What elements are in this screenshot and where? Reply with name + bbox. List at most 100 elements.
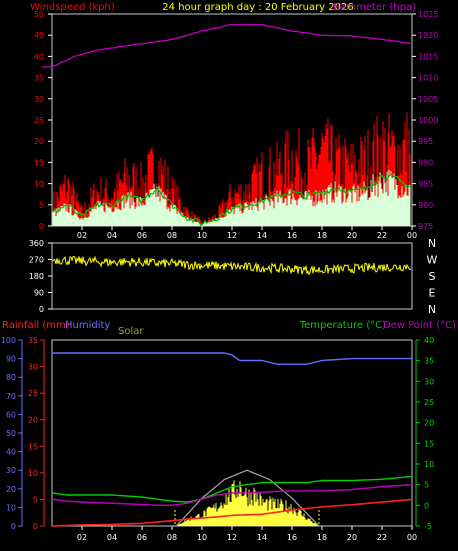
time-tick-label: 08: [167, 533, 177, 542]
temperature-tick-label: 40: [424, 336, 434, 345]
compass-label: E: [429, 287, 436, 300]
rain-temperature-panel: 010203040506070809010005101520253035-505…: [1, 336, 434, 542]
barometer-line: [41, 23, 413, 68]
average-wind-line: [52, 173, 412, 227]
graph-title: 24 hour graph day : 20 February 2026: [162, 2, 353, 13]
direction-tick-label: 360: [29, 239, 44, 248]
time-tick-label: 12: [227, 533, 237, 542]
humidity-tick-label: 20: [6, 485, 16, 494]
windspeed-tick-label: 20: [34, 137, 44, 146]
humidity-tick-label: 70: [6, 392, 16, 401]
direction-tick-label: 90: [34, 289, 44, 298]
rainfall-tick-label: 20: [28, 416, 38, 425]
rainfall-tick-label: 0: [33, 522, 38, 531]
barometer-tick-label: 1005: [418, 95, 438, 104]
time-tick-label: 00: [407, 533, 417, 542]
humidity-tick-label: 60: [6, 410, 16, 419]
rainfall-label: Rainfall (mm): [2, 320, 70, 331]
time-tick-label: 16: [287, 533, 297, 542]
time-tick-label: 22: [377, 231, 387, 240]
barometer-tick-label: 990: [418, 158, 433, 167]
temperature-tick-label: 10: [424, 460, 434, 469]
wind-direction-trace: [52, 255, 412, 276]
temperature-tick-label: 20: [424, 419, 434, 428]
barometer-tick-label: 995: [418, 137, 433, 146]
rainfall-tick-label: 30: [28, 363, 38, 372]
time-tick-label: 14: [257, 533, 267, 542]
time-tick-label: 18: [317, 231, 327, 240]
time-tick-label: 06: [137, 231, 147, 240]
time-tick-label: 22: [377, 533, 387, 542]
barometer-tick-label: 1025: [418, 10, 438, 19]
windspeed-tick-label: 15: [34, 158, 44, 167]
barometer-tick-label: 1020: [418, 31, 438, 40]
barometer-tick-label: 980: [418, 201, 433, 210]
humidity-tick-label: 10: [6, 503, 16, 512]
time-tick-label: 00: [407, 231, 417, 240]
time-tick-label: 14: [257, 231, 267, 240]
windspeed-tick-label: 50: [34, 10, 44, 19]
rainfall-tick-label: 35: [28, 336, 38, 345]
time-tick-label: 20: [347, 231, 357, 240]
time-tick-label: 04: [107, 533, 117, 542]
windspeed-tick-label: 25: [34, 116, 44, 125]
humidity-line: [52, 352, 412, 365]
windspeed-tick-label: 35: [34, 74, 44, 83]
time-tick-label: 10: [197, 533, 207, 542]
time-tick-label: 18: [317, 533, 327, 542]
compass-label: S: [429, 270, 436, 283]
rainfall-line: [52, 498, 413, 527]
barometer-tick-label: 975: [418, 222, 433, 231]
barometer-tick-label: 1015: [418, 52, 438, 61]
humidity-label: Humidity: [65, 320, 110, 331]
humidity-tick-label: 0: [11, 522, 16, 531]
rainfall-tick-label: 5: [33, 495, 38, 504]
time-tick-label: 02: [77, 533, 87, 542]
humidity-tick-label: 30: [6, 466, 16, 475]
time-tick-label: 10: [197, 231, 207, 240]
rainfall-tick-label: 25: [28, 389, 38, 398]
humidity-tick-label: 40: [6, 448, 16, 457]
barometer-tick-label: 1000: [418, 116, 438, 125]
time-tick-label: 02: [77, 231, 87, 240]
compass-label: N: [428, 237, 436, 250]
barometer-tick-label: 1010: [418, 74, 438, 83]
temperature-tick-label: -5: [424, 522, 432, 531]
humidity-tick-label: 80: [6, 373, 16, 382]
compass-label: N: [428, 303, 436, 316]
windspeed-tick-label: 10: [34, 180, 44, 189]
compass-label: W: [427, 254, 438, 267]
windspeed-tick-label: 0: [39, 222, 44, 231]
temperature-tick-label: 30: [424, 377, 434, 386]
windspeed-tick-label: 40: [34, 52, 44, 61]
windspeed-tick-label: 45: [34, 31, 44, 40]
dewpoint-label: Dew Point (°C): [383, 320, 456, 331]
temperature-tick-label: 35: [424, 357, 434, 366]
windspeed-axis-label: Windspeed (kph): [30, 2, 115, 13]
direction-tick-label: 270: [29, 256, 44, 265]
barometer-axis-label: Barometer (hpa): [333, 2, 416, 13]
barometer-tick-label: 985: [418, 180, 433, 189]
dewpoint-line: [51, 484, 412, 506]
time-tick-label: 04: [107, 231, 117, 240]
direction-tick-label: 0: [39, 305, 44, 314]
time-tick-label: 12: [227, 231, 237, 240]
humidity-tick-label: 100: [1, 336, 16, 345]
humidity-tick-label: 50: [6, 429, 16, 438]
time-tick-label: 06: [137, 533, 147, 542]
solar-label: Solar: [118, 326, 144, 337]
temperature-tick-label: 5: [424, 481, 429, 490]
temperature-line: [51, 475, 413, 503]
windspeed-tick-label: 5: [39, 201, 44, 210]
time-tick-label: 20: [347, 533, 357, 542]
humidity-tick-label: 90: [6, 355, 16, 364]
wind-barometer-panel: 0510152025303540455097598098599099510001…: [34, 10, 439, 240]
temperature-tick-label: 0: [424, 501, 429, 510]
temperature-tick-label: 25: [424, 398, 434, 407]
temperature-label: Temperature (°C): [299, 320, 386, 331]
time-tick-label: 08: [167, 231, 177, 240]
windspeed-tick-label: 30: [34, 95, 44, 104]
rainfall-tick-label: 10: [28, 469, 38, 478]
time-tick-label: 16: [287, 231, 297, 240]
